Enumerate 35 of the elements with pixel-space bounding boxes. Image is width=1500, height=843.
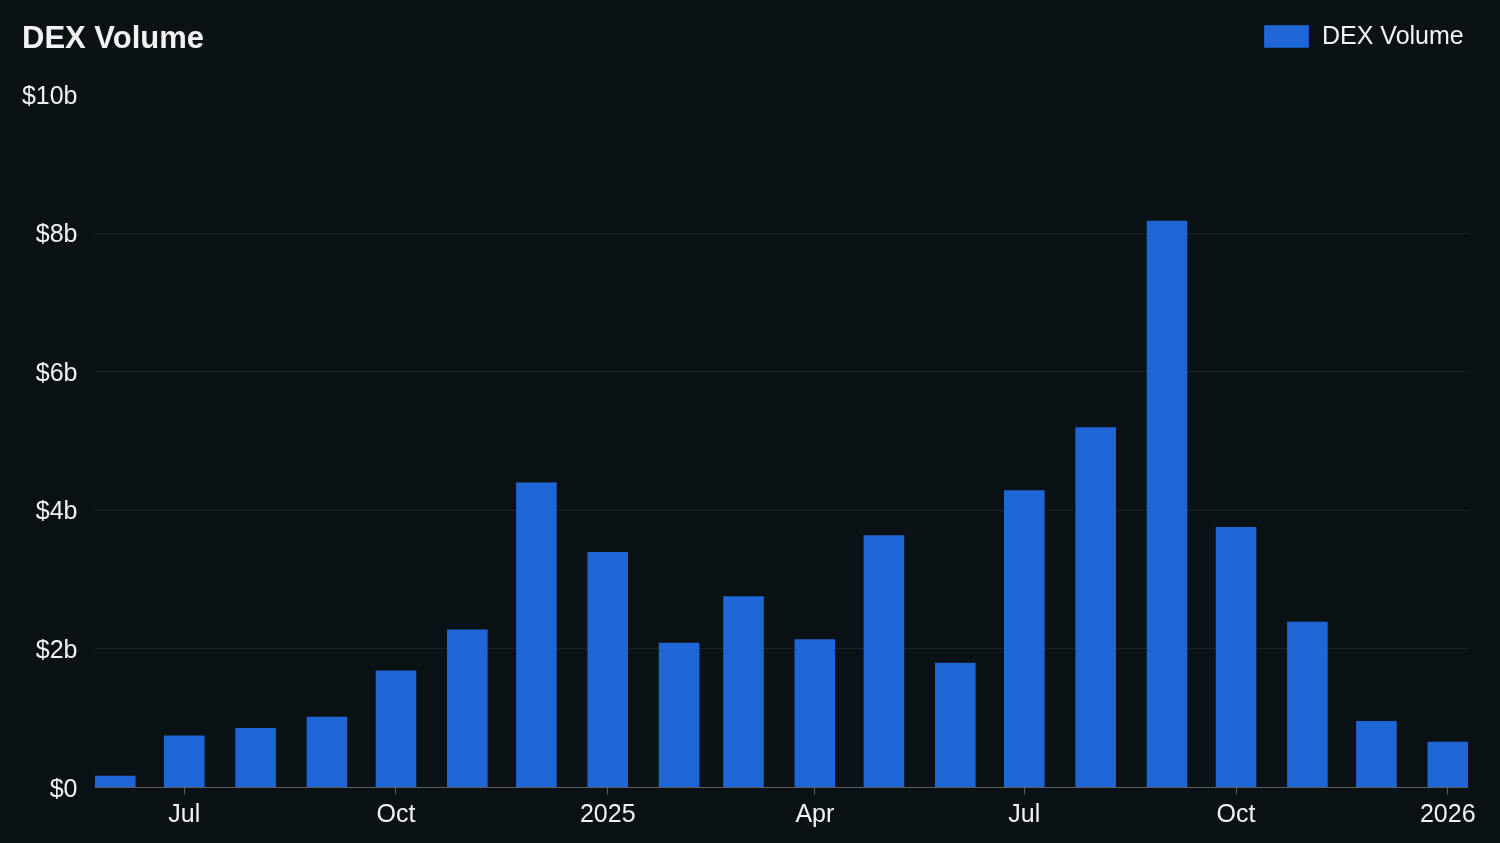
bar — [1287, 621, 1328, 788]
bar — [94, 775, 136, 788]
bar — [1004, 490, 1045, 788]
x-tick-label: Jul — [168, 798, 201, 827]
y-tick-label: $10b — [21, 80, 78, 109]
bar — [1075, 427, 1116, 788]
bar — [934, 662, 976, 788]
bar — [235, 727, 276, 788]
bar — [163, 735, 205, 788]
bar — [516, 482, 557, 788]
x-tick-label: Apr — [795, 798, 835, 827]
y-tick-label: $6b — [35, 357, 78, 386]
bar — [794, 639, 836, 788]
bar — [1356, 720, 1397, 788]
x-tick-label: Oct — [376, 798, 416, 827]
y-tick-label: $0 — [49, 773, 78, 802]
y-tick-label: $8b — [35, 219, 78, 248]
y-tick-label: $2b — [35, 634, 78, 663]
x-tick-label: Jul — [1008, 798, 1041, 827]
y-tick-label: $4b — [35, 496, 78, 525]
chart-title: DEX Volume — [21, 19, 205, 56]
x-tick-label: Oct — [1216, 798, 1256, 827]
bar — [447, 629, 488, 788]
bar — [1427, 741, 1469, 788]
bar — [375, 670, 417, 788]
x-tick-label: 2025 — [579, 798, 636, 827]
bar — [1146, 220, 1188, 788]
bar — [306, 716, 348, 788]
bar — [1215, 526, 1257, 788]
bar — [658, 642, 700, 788]
legend-label: DEX Volume — [1322, 21, 1464, 50]
bar — [587, 551, 629, 788]
bar — [723, 596, 764, 788]
x-tick-label: 2026 — [1419, 798, 1476, 827]
bar — [863, 535, 905, 788]
